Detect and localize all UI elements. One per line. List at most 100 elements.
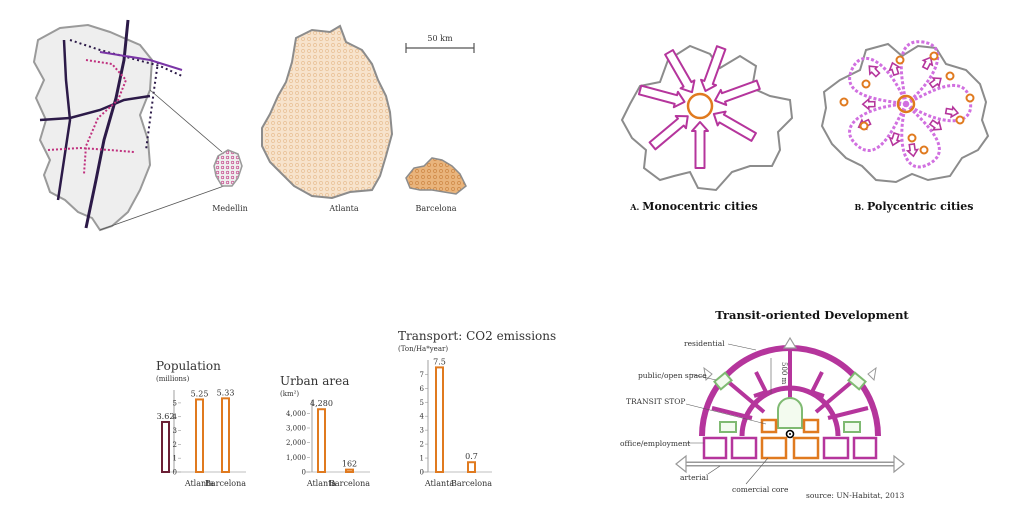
scale-label: 50 km: [427, 34, 453, 43]
poly-arrow: [928, 77, 942, 89]
poly-subcenter: [861, 79, 871, 89]
bar-value-label: 0.7: [465, 452, 478, 461]
scale-bar: 50 km: [405, 34, 475, 53]
mono-arrow: [712, 110, 757, 142]
tod-parks: [713, 371, 867, 433]
tod-label-core: comercial core: [732, 485, 789, 494]
category-label: Atlanta: [184, 479, 215, 488]
tod-label-distance: 500 m: [780, 362, 788, 385]
mono-arrow: [648, 114, 689, 151]
bar: [317, 408, 326, 473]
atlanta-map: [261, 24, 394, 200]
purple-line: [99, 51, 183, 71]
bar-value-label: 3.62: [157, 412, 175, 421]
poly-arrow: [944, 105, 960, 119]
tod-label-public: public/open space: [638, 371, 707, 380]
y-tick-label: 3,000: [286, 425, 306, 433]
y-tick-label: 4: [173, 413, 178, 421]
category-label: Atlanta: [424, 479, 455, 488]
monocentric-boundary: [620, 44, 794, 192]
chart-ylabel: (Ton/Ha*year): [398, 345, 448, 353]
barcelona-map: [405, 157, 467, 195]
bar-value-label: 5.33: [217, 388, 235, 397]
bar: [161, 420, 170, 473]
tod-label-office: office/employment: [620, 439, 690, 448]
poly-subcenter: [945, 71, 955, 81]
tod-transit-stop-dot: [789, 433, 791, 435]
poly-subcenter: [907, 133, 917, 143]
poly-loop: [900, 102, 943, 169]
y-tick-label: 0: [420, 469, 424, 477]
y-tick-label: 0: [302, 469, 306, 477]
chart-title: Urban area: [280, 374, 349, 388]
zoom-connector-top: [149, 89, 223, 153]
city-label-medellin: Medellin: [212, 204, 248, 213]
polycentric-center: [896, 94, 916, 114]
bar: [435, 366, 444, 474]
poly-arrow: [928, 119, 943, 131]
y-tick-label: 5: [420, 399, 424, 407]
poly-subcenter: [929, 51, 939, 61]
monocentric-diagram: [620, 44, 794, 192]
category-label: Barcelona: [205, 479, 246, 488]
bar-value-label: 5.25: [191, 389, 209, 398]
city-label-atlanta: Atlanta: [328, 204, 359, 213]
monocentric-caption: A. Monocentric cities: [629, 200, 757, 213]
polycentric-subcenters: [839, 51, 975, 155]
poly-arrow: [905, 143, 920, 158]
monocentric-arrows: [637, 45, 761, 169]
bar-value-label: 4,280: [310, 399, 333, 408]
poly-subcenter: [839, 97, 849, 107]
tod-leaders: [685, 343, 769, 485]
poly-subcenter: [859, 121, 869, 131]
mono-arrow: [664, 49, 696, 94]
category-label: Atlanta: [306, 479, 337, 488]
y-tick-label: 2: [420, 441, 424, 449]
poly-arrow: [921, 56, 934, 71]
poly-loop: [848, 56, 908, 111]
y-tick-label: 4,000: [286, 410, 306, 418]
tram-line-b: [47, 146, 135, 153]
bar: [195, 398, 204, 474]
dark-line-c: [56, 39, 72, 201]
bar-chart: Population (millions) 0 1 2 3 4 5 3.62 5.25 Atlant…: [156, 359, 246, 488]
mono-arrow: [691, 121, 709, 169]
tod-arterial-road: [675, 336, 905, 474]
y-tick-label: 7: [420, 371, 424, 379]
city-label-barcelona: Barcelona: [416, 204, 457, 213]
poly-loop: [905, 77, 973, 123]
poly-loop: [888, 40, 940, 106]
y-tick-label: 0: [173, 469, 177, 477]
bar: [221, 397, 230, 473]
monocentric-center: [686, 92, 714, 120]
charts-group: Population (millions) 0 1 2 3 4 5 3.62 5.25 Atlant…: [156, 329, 556, 488]
category-label: Barcelona: [451, 479, 492, 488]
polycentric-boundary: [820, 42, 990, 184]
zoom-connector-bottom: [99, 185, 225, 231]
bar: [467, 461, 476, 474]
y-tick-label: 1: [420, 455, 424, 463]
tod-label-source: source: UN-Habitat, 2013: [806, 491, 905, 500]
bar-chart: Transport: CO2 emissions (Ton/Ha*year) 0 1 2…: [398, 329, 556, 488]
metro-line-a: [84, 19, 130, 229]
polycentric-diagram: [820, 40, 990, 184]
tod-label-residential: residential: [684, 339, 725, 348]
poly-arrow: [888, 61, 901, 77]
bar: [345, 468, 354, 473]
poly-subcenter: [955, 115, 965, 125]
metro-line-b: [39, 94, 151, 122]
poly-subcenter: [965, 93, 975, 103]
medellin-small-map: [213, 149, 243, 187]
y-tick-label: 2,000: [286, 439, 306, 447]
mono-arrow: [714, 79, 761, 106]
chart-ylabel: (millions): [156, 375, 190, 383]
bar-value-label: 7.5: [433, 357, 446, 366]
poly-subcenter: [919, 145, 929, 155]
y-tick-label: 6: [420, 385, 425, 393]
medellin-detail-map: [32, 19, 225, 232]
tod-diagram: 500 m: [675, 336, 905, 485]
bar-chart: Urban area (km²) 0 1,000 2,000 3,000 4,000 4,28…: [280, 374, 370, 488]
y-tick-label: 4: [420, 413, 425, 421]
tod-label-arterial: arterial: [680, 473, 709, 482]
